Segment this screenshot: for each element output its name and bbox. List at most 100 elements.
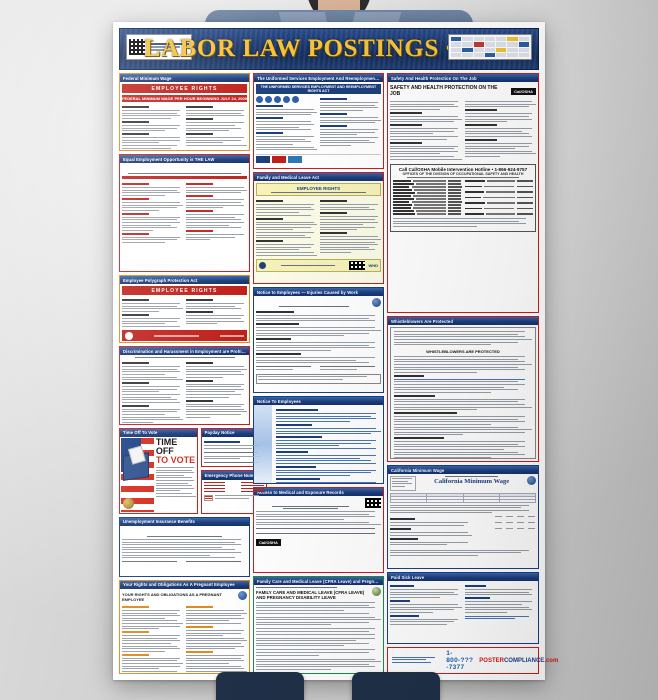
dol-logo-icon (256, 155, 270, 163)
eeo-caption (122, 166, 247, 171)
footer-phone[interactable]: 1-800-???-7377 (446, 650, 474, 671)
revision-chart-badge (448, 34, 532, 60)
panel-family-care-medical-leave-pdl: Family Care and Medical Leave (CFRA Leav… (253, 576, 384, 674)
panel-paid-sick-leave: Paid Sick Leave (387, 572, 539, 644)
text-col-b (320, 96, 381, 152)
emergency-row (203, 490, 264, 493)
panel-header-payday-notice: Payday Notice (201, 428, 266, 438)
qr-code-icon (349, 261, 366, 271)
whistleblowers-inner-frame: WHISTLEBLOWERS ARE PROTECTED (390, 327, 536, 459)
panel-unemployment-insurance-benefits: Unemployment Insurance Benefits (119, 516, 250, 577)
text-col-b (186, 104, 247, 150)
panel-header-polygraph: Employee Polygraph Protection Act (120, 276, 249, 285)
panel-whistleblowers-are-protected: Whistleblowers Are Protected WHISTLEBLOW… (387, 316, 539, 462)
panel-userra: The Uniformed Services Employment And Re… (253, 73, 384, 169)
ui-signature-row (122, 561, 247, 564)
userra-caption: THE UNIFORMED SERVICES EMPLOYMENT AND RE… (256, 84, 381, 95)
text-col-b (186, 360, 247, 424)
service-branch-icons (256, 96, 317, 104)
panel-header-fmla: Family and Medical Leave Act (254, 173, 383, 182)
vets-logo-icon (272, 155, 286, 163)
panel-header-discrimination: Discrimination and Harassment in Employm… (120, 347, 249, 356)
fmla-text-columns (256, 198, 381, 257)
brand-logo[interactable]: POSTER COMPLIANCE .com (479, 658, 558, 664)
airforce-seal-icon (274, 96, 281, 104)
panel-header-safety-health: Safety And Health Protection On The Job (388, 74, 538, 83)
safety-health-text-columns (390, 101, 536, 161)
access-records-caption (256, 499, 365, 504)
panel-time-off-to-vote: Time Off To Vote TIME OFF TO (119, 427, 198, 514)
directory-col-a (393, 180, 462, 216)
dol-seal-icon (125, 331, 133, 340)
emergency-row (203, 487, 264, 490)
poster-column-left: Federal Minimum Wage EMPLOYEE RIGHTS FED… (119, 73, 267, 674)
qr-code-icon (129, 39, 145, 55)
hand-right (352, 672, 440, 700)
text-col-b (464, 101, 536, 161)
polygraph-logo-strip (122, 330, 247, 342)
fmla-footer-logos: WHD (256, 259, 381, 273)
ui-caption (122, 529, 247, 534)
discrimination-text-columns (122, 360, 247, 424)
fmla-employee-rights-box: EMPLOYEE RIGHTS (256, 183, 381, 197)
panel-header-time-off-to-vote: Time Off To Vote (120, 428, 197, 438)
emergency-footer (203, 495, 264, 502)
panel-body-access-records: Cal/OSHA (254, 496, 383, 572)
dol-url (220, 335, 244, 337)
poster-column-right: Safety And Health Protection On The Job … (387, 73, 558, 674)
badge-text-lines (147, 43, 189, 51)
eeo-red-rule (122, 176, 247, 180)
marines-seal-icon (283, 96, 290, 104)
cal-osha-wordmark: Cal/OSHA (256, 539, 281, 547)
text-col-a (122, 297, 183, 328)
vote-headline-2: TO VOTE (155, 455, 196, 466)
panel-body-unemployment-insurance (120, 526, 249, 576)
text-col-b (464, 583, 537, 626)
dol-wordmark (153, 335, 200, 337)
esgr-logo-icon (288, 155, 302, 163)
cal-osha-directory (393, 180, 533, 216)
cal-osha-hotline-block: Call Cal/OSHA Mobile Intervention Hotlin… (390, 164, 536, 232)
psl-text-columns (390, 583, 536, 626)
federal-wage-highlight: FEDERAL MINIMUM WAGE PER HOUR BEGINNING … (122, 95, 247, 103)
cal-osha-hotline-caption: OFFICES OF THE DIVISION OF OCCUPATIONAL … (402, 172, 524, 177)
userra-agency-logos (256, 153, 381, 163)
panel-header-notice-to-employees: Notice To Employees (254, 397, 383, 406)
barcode-badge (126, 34, 192, 60)
text-col-a (390, 583, 462, 626)
brand-logo-blue: COMPLIANCE (503, 657, 545, 664)
cal-osha-hotline-title: Call Cal/OSHA Mobile Intervention Hotlin… (398, 167, 528, 173)
panel-federal-minimum-wage: Federal Minimum Wage EMPLOYEE RIGHTS FED… (119, 73, 250, 151)
footer-address (392, 656, 440, 665)
qr-code-icon (365, 498, 381, 509)
panel-notice-to-employees: Notice To Employees (253, 396, 384, 485)
employee-rights-subbar: EMPLOYEE RIGHTS (122, 84, 247, 94)
panel-body-california-minimum-wage: California Minimum Wage (388, 474, 538, 568)
panel-header-federal-minimum-wage: Federal Minimum Wage (120, 74, 249, 83)
panel-access-medical-exposure-records: Access to Medical and Exposure Records (253, 487, 384, 574)
whd-wordmark: WHD (368, 263, 378, 269)
panel-body-time-off-to-vote: TIME OFF TO VOTE (120, 437, 197, 513)
panel-header-whistleblowers: Whistleblowers Are Protected (388, 317, 538, 326)
whistleblowers-caption: WHISTLEBLOWERS ARE PROTECTED (426, 349, 500, 355)
coastguard-seal-icon (292, 96, 299, 104)
poster-title-banner: LABOR LAW POSTINGS • 2018 (119, 28, 539, 70)
federal-wage-text-columns (122, 104, 247, 150)
directory-col-b (464, 180, 533, 216)
text-col-a (256, 198, 317, 257)
text-col-a (122, 604, 183, 673)
panel-header-access-records: Access to Medical and Exposure Records (254, 488, 383, 497)
panel-header-cfra-pdl: Family Care and Medical Leave (CFRA Leav… (254, 577, 383, 586)
text-col-b (186, 604, 247, 673)
panel-body-eeo (120, 163, 249, 271)
emergency-row (203, 484, 264, 487)
cmw-caption: California Minimum Wage (434, 478, 510, 486)
brand-logo-suffix: .com (544, 657, 559, 664)
text-col-b (186, 297, 247, 328)
vote-headline-1: TIME OFF (155, 437, 178, 457)
panel-header-pregnant-employee: Your Rights and Obligations As A Pregnan… (120, 580, 249, 590)
panel-header-eeo: Equal Employment Opportunity is THE LAW (120, 155, 249, 164)
panel-employee-polygraph-protection-act: Employee Polygraph Protection Act EMPLOY… (119, 275, 250, 343)
poster-column-middle: The Uniformed Services Employment And Re… (253, 73, 384, 674)
panel-body-safety-health: SAFETY AND HEALTH PROTECTION ON THE JOB … (388, 82, 538, 312)
